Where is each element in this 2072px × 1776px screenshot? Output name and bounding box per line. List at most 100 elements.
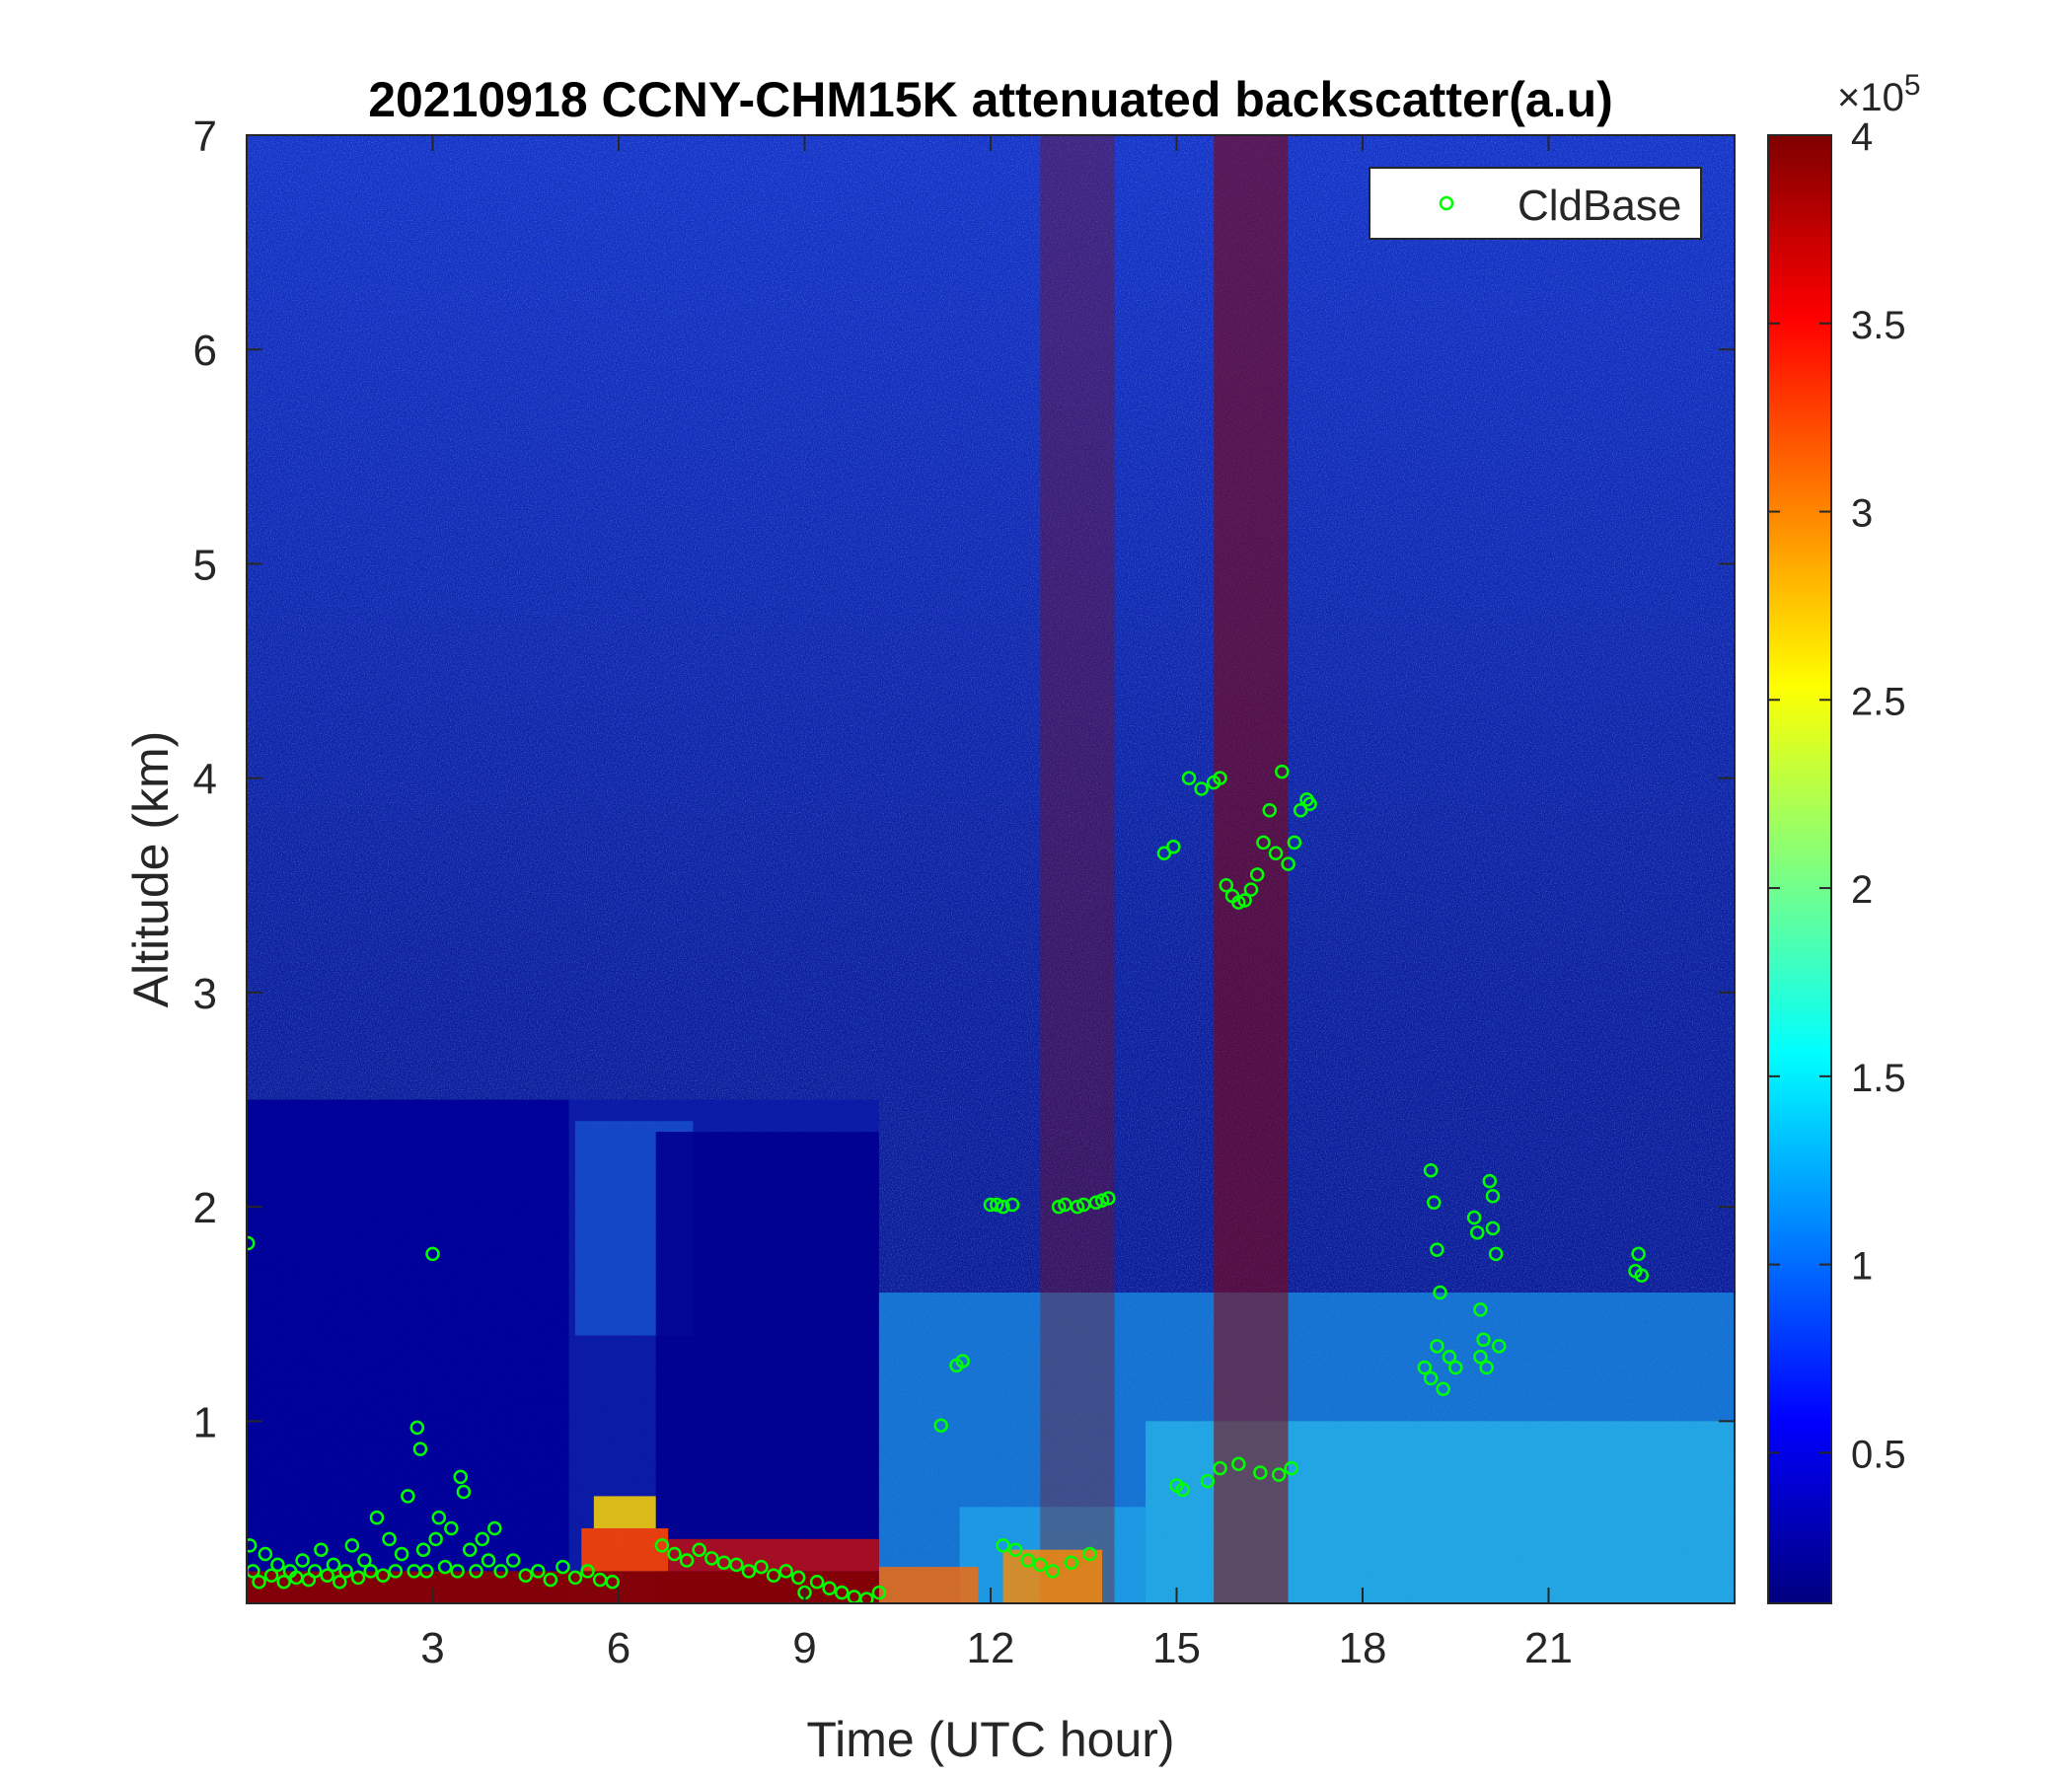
cldbase-point bbox=[462, 1542, 478, 1557]
cldbase-point bbox=[1427, 1195, 1442, 1211]
cldbase-point bbox=[493, 1564, 508, 1579]
cldbase-point bbox=[555, 1559, 570, 1575]
cldbase-point bbox=[1088, 1195, 1104, 1211]
cldbase-point bbox=[1482, 1173, 1498, 1189]
cldbase-point bbox=[1423, 1370, 1439, 1386]
cldbase-point bbox=[778, 1564, 793, 1579]
cldbase-point bbox=[295, 1553, 310, 1568]
cldbase-point bbox=[822, 1581, 837, 1596]
x-axis-label: Time (UTC hour) bbox=[806, 1712, 1174, 1767]
cldbase-point bbox=[382, 1531, 397, 1547]
x-tick-label: 18 bbox=[1339, 1624, 1387, 1672]
cldbase-point bbox=[1281, 856, 1295, 871]
chart-title: 20210918 CCNY-CHM15K attenuated backscat… bbox=[368, 72, 1613, 127]
cldbase-point bbox=[363, 1564, 378, 1579]
colorbar-bar bbox=[1767, 134, 1832, 1604]
colorbar-tick-label: 3.5 bbox=[1851, 304, 1906, 347]
cldbase-point bbox=[450, 1564, 465, 1579]
cldbase-point bbox=[834, 1585, 850, 1600]
colorbar-tick-label: 3 bbox=[1851, 492, 1873, 536]
y-tick-label: 2 bbox=[193, 1184, 217, 1232]
cldbase-point bbox=[729, 1557, 744, 1573]
cldbase-point bbox=[1004, 1197, 1020, 1213]
cldbase-point bbox=[580, 1564, 595, 1579]
cldbase-point bbox=[401, 1489, 415, 1504]
low-signal-block bbox=[247, 1099, 569, 1603]
cldbase-point bbox=[1231, 895, 1246, 910]
cldbase-point bbox=[270, 1557, 285, 1573]
x-tick-label: 15 bbox=[1152, 1624, 1201, 1672]
cldbase-point bbox=[790, 1570, 806, 1586]
x-tick-label: 6 bbox=[607, 1624, 630, 1672]
cldbase-point bbox=[1064, 1555, 1078, 1570]
cldbase-point bbox=[412, 1442, 428, 1456]
cldbase-point bbox=[375, 1568, 391, 1584]
cldbase-point bbox=[1219, 878, 1234, 893]
cldbase-point bbox=[1070, 1199, 1085, 1215]
cldbase-point bbox=[437, 1559, 453, 1575]
cldbase-point bbox=[1473, 1349, 1488, 1365]
colorbar: 0.5 1 1.5 2 2.5 3 3.5 4 ×105 bbox=[1767, 69, 1921, 1604]
colorbar-tick-label: 4 bbox=[1851, 115, 1873, 159]
cldbase-point bbox=[1488, 1246, 1504, 1262]
cldbase-point bbox=[531, 1564, 546, 1579]
cldbase-point bbox=[276, 1575, 291, 1590]
cldbase-point bbox=[456, 1484, 472, 1500]
legend-label: CldBase bbox=[1517, 182, 1681, 230]
cldbase-point bbox=[1156, 846, 1172, 860]
cldbase-point bbox=[1302, 796, 1317, 811]
cldbase-point bbox=[431, 1510, 447, 1525]
cldbase-point bbox=[1430, 1339, 1444, 1354]
cldbase-point bbox=[418, 1564, 434, 1579]
cldbase-point bbox=[1485, 1189, 1501, 1204]
cldbase-point bbox=[990, 1197, 1004, 1213]
cldbase-point bbox=[388, 1564, 404, 1579]
x-tick-label: 3 bbox=[420, 1624, 444, 1672]
y-tick-label: 3 bbox=[193, 970, 217, 1018]
cldbase-point bbox=[654, 1538, 670, 1553]
cldbase-point bbox=[1166, 839, 1181, 854]
cldbase-point bbox=[1249, 867, 1265, 882]
heatmap-features bbox=[247, 135, 1735, 1603]
cldbase-point bbox=[247, 1235, 256, 1251]
colorbar-tick-label: 1.5 bbox=[1851, 1057, 1906, 1100]
cldbase-point bbox=[481, 1553, 496, 1568]
cldbase-point bbox=[1485, 1221, 1501, 1236]
colorbar-multiplier: ×105 bbox=[1837, 69, 1921, 119]
cldbase-point bbox=[766, 1568, 781, 1584]
cldbase-point bbox=[425, 1246, 440, 1262]
cldbase-point bbox=[1430, 1242, 1444, 1257]
legend-box bbox=[1369, 167, 1702, 240]
cldbase-point bbox=[320, 1568, 334, 1584]
cldbase-point bbox=[333, 1575, 347, 1590]
cldbase-point bbox=[1051, 1199, 1067, 1215]
cldbase-point bbox=[263, 1568, 279, 1584]
cldbase-point bbox=[409, 1420, 425, 1436]
cloud-streak bbox=[1214, 135, 1289, 1603]
cldbase-point bbox=[1213, 771, 1227, 785]
cldbase-point bbox=[1631, 1246, 1646, 1262]
cldbase-point bbox=[357, 1553, 372, 1568]
x-tick-label: 21 bbox=[1524, 1624, 1573, 1672]
cldbase-point bbox=[1237, 893, 1252, 908]
cldbase-point bbox=[859, 1591, 874, 1603]
cldbase-point bbox=[415, 1542, 431, 1557]
cldbase-point bbox=[543, 1572, 558, 1588]
cldbase-point bbox=[487, 1520, 502, 1536]
cldbase-series bbox=[247, 764, 1649, 1603]
cldbase-point bbox=[1473, 1302, 1488, 1317]
cldbase-point bbox=[1417, 1360, 1433, 1375]
cldbase-point bbox=[809, 1575, 825, 1590]
near-ground-layer bbox=[581, 1527, 669, 1572]
cldbase-point bbox=[692, 1542, 706, 1557]
y-axis-label: Altitude (km) bbox=[123, 731, 179, 1008]
cldbase-point bbox=[1231, 1456, 1246, 1472]
colorbar-tick-label: 0.5 bbox=[1851, 1433, 1906, 1476]
cldbase-point bbox=[871, 1585, 887, 1600]
cldbase-point bbox=[1256, 835, 1271, 851]
cldbase-point bbox=[1020, 1553, 1035, 1568]
plot-area bbox=[247, 135, 1735, 1603]
cldbase-point bbox=[605, 1575, 620, 1590]
